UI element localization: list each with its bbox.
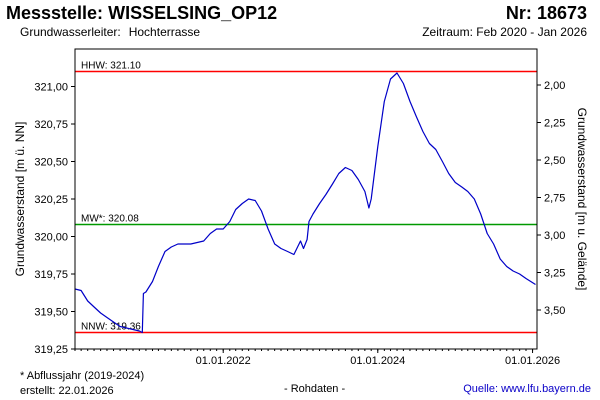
y-tick-label-right-2: 2,50 — [544, 155, 565, 167]
series-layer — [74, 72, 536, 334]
y-tick-label-right-4: 3,00 — [544, 230, 565, 242]
number-value: 18673 — [536, 3, 587, 23]
y-tick-label-left-2: 319,75 — [34, 269, 68, 281]
series-line-0 — [74, 72, 536, 334]
rawdata-label: - Rohdaten - — [284, 383, 346, 395]
number-label: Nr: — [505, 3, 532, 23]
aquifer-label: Grundwasserleiter: — [20, 25, 121, 39]
y-tick-label-left-1: 319,50 — [34, 307, 68, 319]
axes-layer: 319,25 319,50 319,75 320,00 320,25 320,50 320,… — [34, 80, 565, 367]
threshold-label-2: NNW: 319.36 — [81, 322, 141, 333]
x-tick-label-1: 01.01.2024 — [350, 355, 405, 367]
y-tick-label-right-1: 2,25 — [544, 118, 565, 130]
source-row[interactable]: Quelle: www.lfu.bayern.de — [463, 383, 591, 395]
y-axis-label-right: Grundwasserstand [m u. Gelände] — [575, 108, 589, 291]
y-tick-label-left-5: 320,50 — [34, 157, 68, 169]
threshold-lines: HHW: 321.10 MW*: 320.08 NNW: 319.36 — [75, 61, 537, 334]
aquifer-value: Hochterrasse — [128, 25, 201, 39]
created-row: erstellt: 22.01.2026 — [20, 385, 114, 397]
station-title: Messstelle: WISSELSING_OP12 — [6, 3, 277, 24]
y-tick-label-left-3: 320,00 — [34, 232, 68, 244]
source-link[interactable]: www.lfu.bayern.de — [501, 383, 591, 395]
plot-frame — [74, 48, 538, 350]
station-label: Messstelle: — [6, 3, 104, 23]
period-row: Zeitraum: Feb 2020 - Jan 2026 — [422, 25, 587, 39]
station-number: Nr: 18673 — [506, 3, 587, 24]
footnote: * Abflussjahr (2019-2024) — [20, 370, 145, 382]
y-tick-label-right-0: 2,00 — [544, 80, 565, 92]
period-label: Zeitraum: — [422, 25, 473, 39]
y-tick-label-left-6: 320,75 — [34, 119, 68, 131]
y-tick-label-left-7: 321,00 — [34, 82, 68, 94]
created-value: 22.01.2026 — [58, 385, 114, 397]
x-tick-label-0: 01.01.2022 — [196, 355, 251, 367]
y-axis-label-left: Grundwasserstand [m ü. NN] — [13, 122, 27, 277]
x-tick-label-2: 01.01.2026 — [505, 355, 560, 367]
threshold-label-1: MW*: 320.08 — [81, 214, 139, 225]
y-tick-label-right-5: 3,25 — [544, 268, 565, 280]
period-value: Feb 2020 - Jan 2026 — [476, 25, 587, 39]
y-tick-label-left-4: 320,25 — [34, 194, 68, 206]
station-name: WISSELSING_OP12 — [108, 3, 278, 23]
source-label: Quelle: — [463, 383, 499, 395]
y-tick-label-right-3: 2,75 — [544, 193, 565, 205]
threshold-label-0: HHW: 321.10 — [81, 61, 141, 72]
aquifer-row: Grundwasserleiter: Hochterrasse — [20, 25, 200, 39]
y-tick-label-right-6: 3,50 — [544, 305, 565, 317]
y-tick-label-left-0: 319,25 — [34, 344, 68, 356]
created-label: erstellt: — [20, 385, 56, 397]
